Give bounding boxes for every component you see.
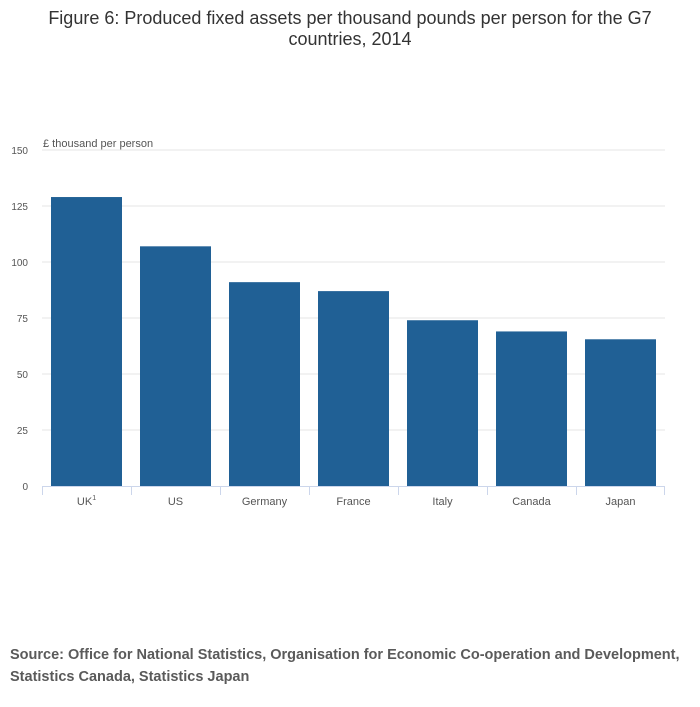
y-tick-label: 0 [22, 482, 28, 493]
bar-canada [496, 331, 567, 486]
y-tick-label: 25 [17, 426, 29, 437]
bar-germany [229, 282, 300, 486]
y-axis-label: £ thousand per person [43, 138, 153, 150]
y-axis-ticks: 0 25 50 75 100 125 150 [11, 146, 28, 493]
x-axis: UK1 US Germany France Italy Canada Japan [42, 486, 665, 508]
y-tick-label: 150 [11, 146, 28, 157]
y-tick-label: 100 [11, 258, 28, 269]
chart-title: Figure 6: Produced fixed assets per thou… [48, 8, 652, 49]
bars [51, 197, 656, 487]
source-note: Source: Office for National Statistics, … [10, 647, 680, 685]
bar-uk [51, 197, 122, 487]
x-tick-label: UK1 [77, 495, 96, 508]
bar-us [140, 246, 211, 486]
x-tick-label: France [336, 496, 370, 508]
x-tick-footnote: 1 [92, 495, 96, 502]
x-tick-label: Canada [512, 496, 551, 508]
bar-france [318, 291, 389, 486]
x-tick-label: Japan [606, 496, 636, 508]
y-tick-label: 50 [17, 370, 29, 381]
x-tick-label: Germany [242, 496, 288, 508]
y-tick-label: 125 [11, 202, 28, 213]
x-tick-label: US [168, 496, 183, 508]
x-tick-label: Italy [432, 496, 453, 508]
bar-italy [407, 320, 478, 486]
y-tick-label: 75 [17, 314, 29, 325]
bar-japan [585, 339, 656, 486]
